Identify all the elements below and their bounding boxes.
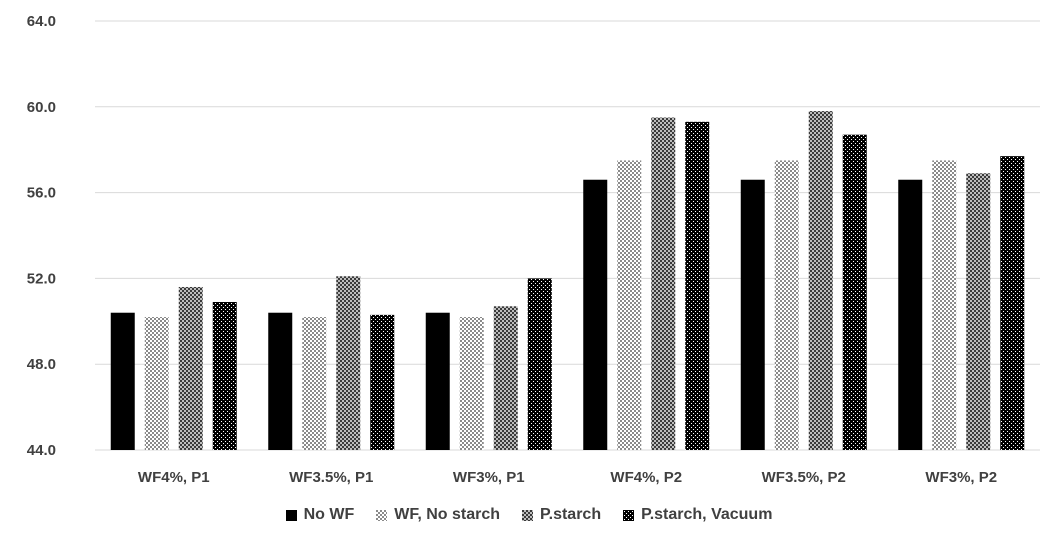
bar (808, 111, 833, 450)
legend-swatch (623, 509, 635, 521)
bar (1000, 156, 1025, 450)
y-tick-label: 64.0 (27, 13, 56, 30)
bar (651, 117, 676, 451)
x-tick-label: WF3.5%, P1 (289, 469, 373, 486)
bar (685, 121, 710, 450)
legend: No WF WF, No starch P.starch P.starch, Vacu… (0, 506, 1058, 524)
y-tick-label: 48.0 (27, 356, 56, 373)
legend-item: P.starch (522, 506, 601, 524)
bar (144, 317, 169, 450)
x-tick-label: WF4%, P2 (610, 469, 682, 486)
legend-swatch (376, 509, 388, 521)
bar (932, 160, 957, 451)
x-tick-label: WF3.5%, P2 (762, 469, 846, 486)
x-tick-label: WF3%, P2 (925, 469, 997, 486)
bar (370, 314, 395, 450)
bar (617, 160, 642, 451)
x-tick-label: WF4%, P1 (138, 469, 210, 486)
y-tick-label: 60.0 (27, 99, 56, 116)
bar (425, 312, 450, 450)
legend-label: P.starch (540, 506, 602, 523)
bar (493, 306, 518, 450)
bar (966, 173, 991, 451)
bar (740, 179, 765, 451)
legend-label: No WF (303, 506, 355, 523)
legend-swatch (285, 509, 297, 521)
bar (583, 179, 608, 451)
bar-chart: 44.0 48.0 52.0 56.0 60.0 64.0 WF4%, P1 WF3.5%,… (27, 13, 1040, 486)
legend-item: P.starch, Vacuum (623, 506, 772, 524)
x-tick-label: WF3%, P1 (453, 469, 525, 486)
bar (212, 301, 237, 450)
bar (302, 317, 327, 450)
bars (110, 111, 1025, 451)
legend-item: WF, No starch (376, 506, 500, 524)
bar (774, 160, 799, 451)
y-tick-label: 56.0 (27, 185, 56, 202)
y-tick-label: 52.0 (27, 270, 56, 287)
bar (178, 286, 203, 450)
legend-label: WF, No starch (394, 506, 501, 523)
x-axis: WF4%, P1 WF3.5%, P1 WF3%, P1 WF4%, P2 WF3.5%… (138, 469, 997, 486)
y-axis: 44.0 48.0 52.0 56.0 60.0 64.0 (27, 13, 56, 459)
bar (110, 312, 135, 450)
bar (336, 276, 361, 450)
y-tick-label: 44.0 (27, 442, 56, 459)
bar (268, 312, 293, 450)
gridlines (95, 20, 1040, 451)
legend-swatch (522, 509, 534, 521)
bar (842, 134, 867, 450)
bar (898, 179, 923, 451)
legend-item: No WF (285, 506, 355, 524)
bar (459, 317, 484, 450)
bar (527, 278, 552, 450)
legend-label: P.starch, Vacuum (641, 506, 773, 523)
